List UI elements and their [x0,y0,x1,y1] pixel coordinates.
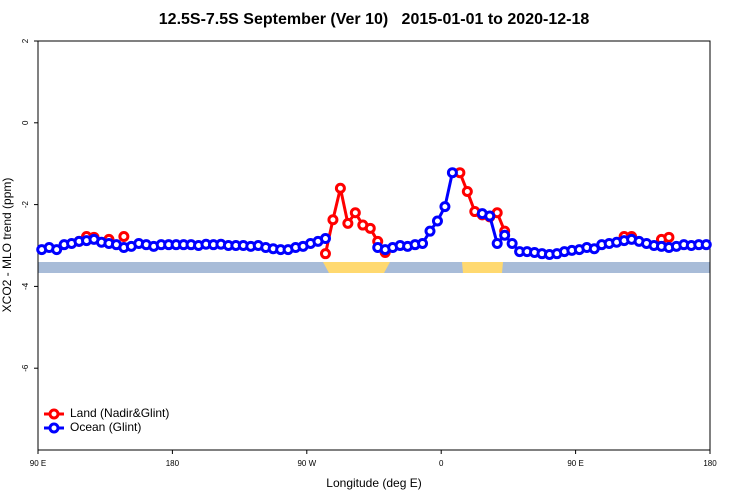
point [349,207,361,219]
legend-marker [48,408,60,420]
point [491,237,503,249]
x-tick-label: 0 [439,459,444,468]
point [461,186,473,198]
x-tick-label: 90 E [30,459,46,468]
x-tick-label: 90 E [567,459,583,468]
legend-label: Land (Nadir&Glint) [70,406,169,420]
chart-title: 12.5S-7.5S September (Ver 10) 2015-01-01… [159,11,590,28]
series-line [458,172,507,232]
y-tick-label: 2 [21,38,30,43]
x-axis-label: Longitude (deg E) [326,476,421,490]
y-tick-label: -6 [21,364,30,372]
point [506,237,518,249]
land-strip [323,262,390,273]
point [446,167,458,179]
point [700,239,712,251]
point [439,201,451,213]
legend-label: Ocean (Glint) [70,420,141,434]
surface-strip [38,262,710,273]
y-tick-label: -2 [21,200,30,208]
point [663,231,675,243]
point [431,215,443,227]
y-tick-label: 0 [21,120,30,125]
point [364,222,376,234]
series [36,167,712,260]
x-tick-label: 180 [166,459,180,468]
y-tick-label: -4 [21,282,30,290]
land-strip [462,262,503,273]
x-tick-label: 180 [703,459,717,468]
point [417,237,429,249]
point [327,214,339,226]
series-line [377,172,454,252]
point [118,231,130,243]
point [342,217,354,229]
point [319,233,331,245]
point [499,229,511,241]
point [334,182,346,194]
point [484,210,496,222]
y-axis-label: XCO2 - MLO trend (ppm) [0,178,14,313]
x-tick-label: 90 W [297,459,316,468]
point [424,225,436,237]
point [319,248,331,260]
legend-marker [48,422,60,434]
point [51,244,63,256]
